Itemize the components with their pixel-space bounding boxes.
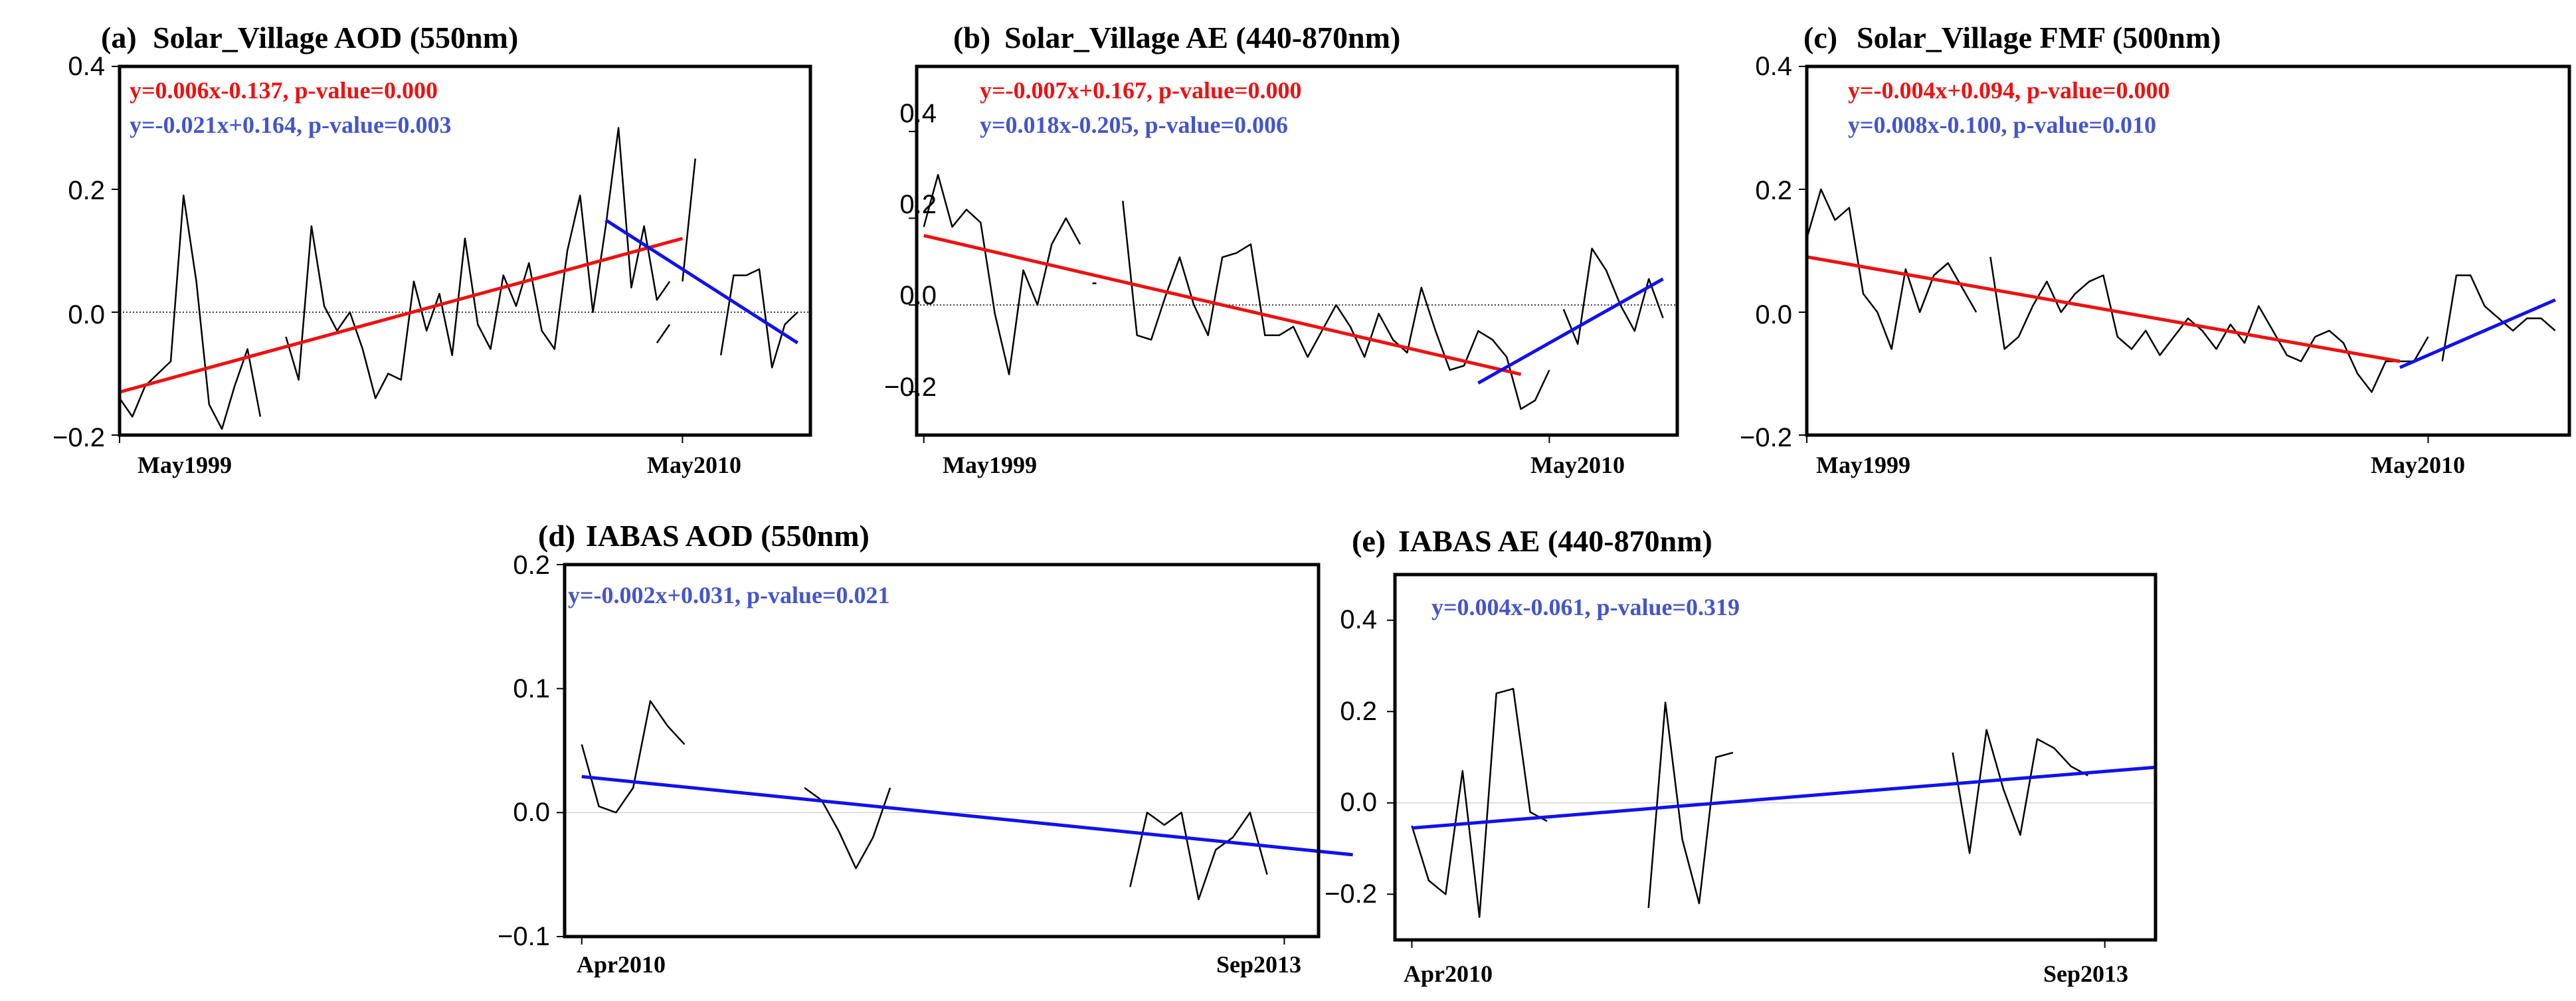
panel-d-ytick-label: 0.0 bbox=[513, 798, 550, 827]
panel-c-title: Solar_Village FMF (500nm) bbox=[1857, 21, 2221, 54]
panel-c-trend-line-blue bbox=[2399, 298, 2556, 369]
panel-c-series-line bbox=[1989, 256, 2429, 393]
panel-e-ytick-label: 0.4 bbox=[1340, 605, 1377, 634]
panel-d-letter: (d) bbox=[538, 519, 575, 553]
panel-c-series-line bbox=[2441, 274, 2556, 362]
panel-a-title: Solar_Village AOD (550nm) bbox=[153, 21, 518, 54]
panel-a-trend-line-blue bbox=[604, 219, 799, 345]
panel-d-series-line bbox=[581, 700, 686, 814]
panel-b-letter: (b) bbox=[953, 21, 990, 54]
panel-e-letter: (e) bbox=[1352, 524, 1386, 558]
panel-b-xtick-label: May2010 bbox=[1530, 452, 1625, 478]
panel-c-letter: (c) bbox=[1803, 21, 1837, 54]
panel-d-title: IABAS AOD (550nm) bbox=[586, 519, 870, 553]
panel-b: (b) Solar_Village AE (440-870nm) 0.4 0.2… bbox=[884, 21, 1679, 478]
panel-e: (e) IABAS AE (440-870nm) 0.4 0.2 0.0 −0.… bbox=[1325, 524, 2158, 987]
panel-a-trend-line-red bbox=[119, 236, 684, 394]
panel-c-equation-label: y=0.008x-0.100, p-value=0.010 bbox=[1848, 112, 2156, 138]
panel-e-plot-frame bbox=[1393, 573, 2158, 942]
panel-b-trend-line-blue bbox=[1477, 277, 1664, 385]
panel-c-equation-label: y=-0.004x+0.094, p-value=0.000 bbox=[1848, 77, 2170, 104]
panel-e-ytick-label: −0.2 bbox=[1325, 879, 1377, 909]
panel-b-ytick-label: −0.2 bbox=[884, 373, 937, 402]
panel-e-series-line bbox=[1952, 729, 2088, 854]
panel-e-series-line bbox=[1647, 701, 1734, 909]
panel-d-xtick-label: Apr2010 bbox=[577, 951, 666, 978]
panel-e-series-line bbox=[1411, 687, 1548, 918]
panel-e-equation-label: y=0.004x-0.061, p-value=0.319 bbox=[1431, 594, 1740, 620]
panel-a-equation-label: y=0.006x-0.137, p-value=0.000 bbox=[130, 77, 438, 104]
panel-a-ytick-label: 0.0 bbox=[68, 300, 105, 329]
panel-c-xtick-label: May2010 bbox=[2371, 452, 2465, 478]
panel-c-ytick-label: 0.2 bbox=[1755, 176, 1792, 205]
panel-a-xtick-label: May1999 bbox=[138, 452, 232, 478]
panel-d-ytick-label: 0.2 bbox=[513, 551, 550, 580]
panel-b-series-line bbox=[1562, 247, 1664, 345]
panel-d-plot-frame bbox=[563, 563, 1321, 939]
panel-c-trend-line-red bbox=[1806, 255, 2401, 363]
panel-d-trend-line-blue bbox=[581, 774, 1353, 857]
panel-a-plot-frame bbox=[118, 64, 812, 437]
panel-b-equation-label: y=-0.007x+0.167, p-value=0.000 bbox=[980, 77, 1302, 104]
panel-e-ytick-label: 0.0 bbox=[1340, 788, 1377, 817]
panel-c: (c) Solar_Village FMF (500nm) 0.4 0.2 0.… bbox=[1740, 21, 2571, 478]
panel-a-series-line bbox=[656, 323, 671, 344]
panel-d-ytick-label: 0.1 bbox=[513, 674, 550, 703]
panel-a-xtick-label: May2010 bbox=[647, 452, 741, 478]
panel-a-equation-label: y=-0.021x+0.164, p-value=0.003 bbox=[130, 112, 452, 138]
panel-a-ytick-label: 0.4 bbox=[68, 52, 105, 81]
panel-d-equation-label: y=-0.002x+0.031, p-value=0.021 bbox=[568, 582, 890, 608]
panel-a-letter: (a) bbox=[101, 21, 137, 54]
panel-e-xtick-label: Sep2013 bbox=[2043, 960, 2128, 987]
panel-b-trend-line-red bbox=[923, 234, 1522, 377]
panel-d-series-line bbox=[1129, 812, 1268, 901]
panel-a-series-line bbox=[285, 127, 671, 399]
panel-b-xtick-label: May1999 bbox=[943, 452, 1037, 478]
panel-b-equation-label: y=0.018x-0.205, p-value=0.006 bbox=[980, 112, 1288, 138]
panel-a-series-line bbox=[682, 158, 696, 282]
panel-c-series-line bbox=[1805, 188, 1978, 350]
panel-d-xtick-label: Sep2013 bbox=[1216, 951, 1301, 978]
panel-c-xtick-label: May1999 bbox=[1816, 452, 1910, 478]
panel-b-title: Solar_Village AE (440-870nm) bbox=[1004, 21, 1400, 54]
panel-d-ytick-label: −0.1 bbox=[498, 922, 550, 951]
panel-c-ytick-label: −0.2 bbox=[1740, 423, 1792, 452]
panel-d: (d) IABAS AOD (550nm) 0.2 0.1 0.0 −0.1 A… bbox=[498, 519, 1353, 978]
panel-c-plot-frame bbox=[1805, 64, 2571, 437]
panel-e-title: IABAS AE (440-870nm) bbox=[1398, 524, 1712, 558]
panel-e-trend-line-blue bbox=[1412, 765, 2156, 830]
panel-d-series-line bbox=[804, 786, 891, 869]
panel-e-xtick-label: Apr2010 bbox=[1404, 960, 1493, 987]
panel-c-ytick-label: 0.4 bbox=[1755, 52, 1792, 81]
panel-b-plot-frame bbox=[915, 64, 1679, 437]
panel-c-ytick-label: 0.0 bbox=[1755, 300, 1792, 329]
panel-a-ytick-label: −0.2 bbox=[52, 423, 105, 452]
panel-a: (a) Solar_Village AOD (550nm) 0.4 0.2 0.… bbox=[52, 21, 812, 478]
panel-e-ytick-label: 0.2 bbox=[1340, 697, 1377, 726]
panel-a-ytick-label: 0.2 bbox=[68, 176, 105, 205]
panel-b-series-line bbox=[1122, 201, 1550, 410]
panel-a-series-line bbox=[118, 195, 262, 430]
panel-a-series-line bbox=[719, 268, 798, 369]
panel-b-series-line bbox=[923, 173, 1081, 375]
